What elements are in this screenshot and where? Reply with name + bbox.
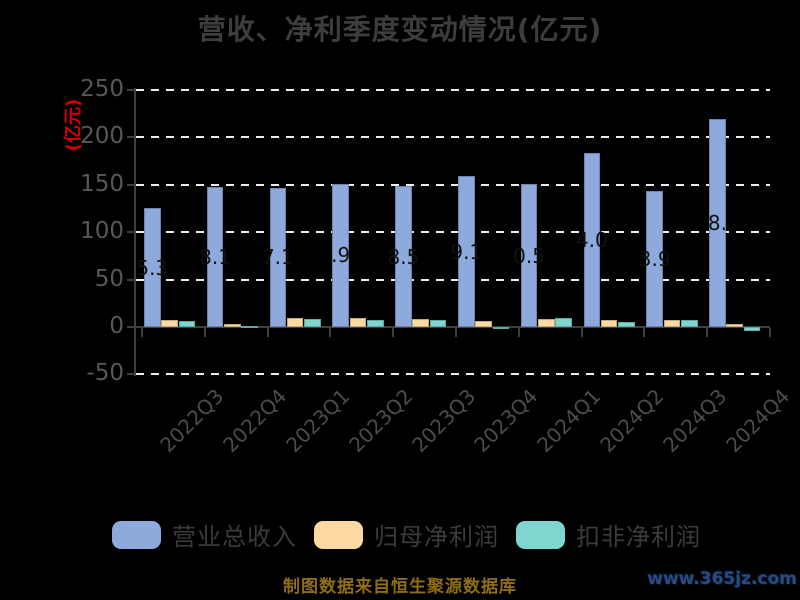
x-axis-label-2023Q2: 2023Q2 (344, 384, 418, 458)
bar-营业总收入-2023Q1 (269, 187, 287, 327)
bar-扣非净利润-2024Q3 (681, 320, 698, 327)
x-tick-8 (643, 328, 646, 337)
x-axis-label-2024Q3: 2024Q3 (658, 384, 732, 458)
bar-营业总收入-2022Q3 (144, 208, 161, 327)
bar-扣非净利润-2024Q4 (743, 327, 761, 332)
gridline-y250 (136, 89, 770, 91)
bar-营业总收入-2022Q4 (206, 186, 224, 327)
bar-归母净利润-2023Q4 (475, 321, 492, 327)
x-tick-1 (203, 328, 206, 337)
x-axis-label-2023Q3: 2023Q3 (406, 384, 480, 458)
gridline-y-50 (136, 373, 770, 376)
bar-归母净利润-2022Q3 (161, 319, 178, 327)
bar-value-label-2022Q4: 8.1 (199, 244, 231, 269)
y-axis-line (134, 88, 136, 377)
bar-归母净利润-2024Q3 (663, 319, 681, 327)
y-tick-label-200: 200 (80, 123, 124, 150)
bar-value-label-2023Q3: 8.5 (387, 244, 420, 269)
legend-swatch-1 (112, 520, 161, 549)
legend-label-1: 营业总收入 (172, 523, 297, 551)
x-tick-4 (392, 328, 395, 337)
x-tick-2 (266, 328, 269, 337)
x-tick-10 (769, 328, 771, 337)
bar-扣非净利润-2022Q3 (178, 320, 196, 327)
x-axis-label-2022Q3: 2022Q3 (155, 384, 229, 458)
x-tick-6 (517, 328, 520, 337)
bar-营业总收入-2024Q1 (520, 184, 538, 327)
bar-营业总收入-2024Q2 (583, 152, 601, 327)
bar-营业总收入-2023Q3 (395, 186, 412, 327)
x-axis-label-2023Q4: 2023Q4 (469, 384, 543, 458)
x-tick-3 (329, 328, 332, 337)
y-tick-label--50: -50 (86, 360, 124, 387)
bar-营业总收入-2024Q4 (709, 119, 726, 327)
y-tick-0 (127, 326, 134, 328)
y-tick-label-0: 0 (109, 313, 124, 339)
bar-value-label-2023Q4: 9.1 (450, 239, 483, 264)
bar-归母净利润-2024Q4 (726, 323, 743, 327)
y-tick-label-50: 50 (94, 265, 124, 292)
bar-归母净利润-2024Q1 (538, 319, 555, 327)
y-tick-label-150: 150 (80, 170, 124, 197)
bar-value-label-2023Q1: 7.1 (261, 245, 294, 270)
legend-item-1: 营业总收入 (112, 517, 297, 552)
watermark-link[interactable]: www.365jz.com (647, 569, 797, 589)
x-tick-9 (706, 328, 709, 337)
bar-value-label-2024Q3: 3.9 (638, 246, 671, 271)
y-tick-50 (127, 278, 134, 281)
x-axis-label-2022Q4: 2022Q4 (218, 384, 292, 458)
legend-swatch-3 (516, 520, 565, 549)
legend-swatch-2 (314, 520, 363, 549)
x-axis-label-2024Q1: 2024Q1 (532, 384, 606, 458)
bar-营业总收入-2023Q4 (458, 176, 475, 327)
x-tick-0 (141, 328, 143, 337)
y-tick--50 (127, 373, 134, 376)
legend-item-2: 归母净利润 (314, 517, 499, 552)
bar-扣非净利润-2023Q1 (304, 319, 321, 327)
bar-营业总收入-2023Q2 (332, 183, 349, 327)
bar-归母净利润-2022Q4 (224, 324, 241, 327)
x-axis-label-2024Q4: 2024Q4 (720, 384, 794, 458)
legend-item-3: 扣非净利润 (516, 517, 701, 552)
bar-扣非净利润-2022Q4 (241, 325, 258, 328)
y-tick-150 (127, 183, 134, 186)
y-tick-100 (127, 231, 134, 234)
x-axis-label-2023Q1: 2023Q1 (281, 384, 355, 458)
x-tick-5 (455, 328, 457, 337)
bar-归母净利润-2023Q1 (286, 318, 304, 327)
bar-value-label-2023Q2: .9 (331, 243, 351, 268)
bar-扣非净利润-2024Q1 (555, 317, 572, 327)
gridline-y50 (136, 278, 770, 281)
x-axis-label-2024Q2: 2024Q2 (595, 384, 669, 458)
bar-value-label-2022Q3: 5.3 (136, 255, 169, 280)
bar-扣非净利润-2023Q3 (429, 319, 447, 327)
bar-归母净利润-2023Q3 (412, 319, 429, 327)
y-tick-250 (127, 89, 134, 91)
bar-扣非净利润-2023Q2 (367, 319, 384, 327)
bar-value-label-2024Q2: 4.0 (575, 227, 608, 252)
legend-label-3: 扣非净利润 (576, 523, 701, 551)
gridline-y150 (136, 183, 770, 186)
y-tick-200 (127, 136, 134, 139)
y-tick-label-250: 250 (80, 76, 124, 102)
legend: 营业总收入 归母净利润 扣非净利润 (112, 517, 718, 552)
bar-扣非净利润-2024Q2 (618, 322, 635, 327)
bar-value-label-2024Q1: 0.5 (513, 243, 545, 268)
legend-label-2: 归母净利润 (374, 523, 499, 551)
bar-归母净利润-2024Q2 (600, 319, 618, 327)
y-tick-label-100: 100 (80, 218, 124, 245)
x-tick-7 (580, 328, 583, 337)
bar-营业总收入-2024Q3 (646, 190, 663, 327)
footer-note: 制图数据来自恒生聚源数据库 (283, 577, 517, 597)
bar-归母净利润-2023Q2 (349, 318, 367, 327)
chart-title: 营收、净利季度变动情况(亿元) (197, 13, 603, 46)
gridline-y100 (136, 231, 770, 234)
bar-value-label-2024Q4: 8. (707, 211, 727, 236)
gridline-y200 (136, 136, 770, 139)
bar-扣非净利润-2023Q4 (492, 327, 510, 329)
x-axis-line (134, 326, 770, 328)
